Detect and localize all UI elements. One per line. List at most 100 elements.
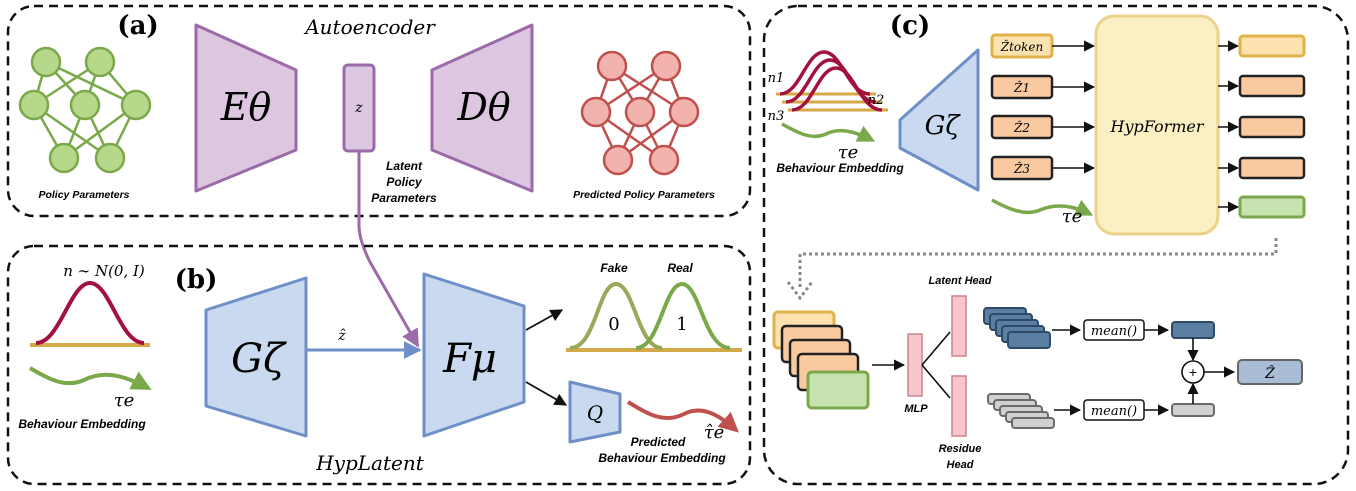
residue-head-label-2: Head — [947, 459, 974, 471]
output-token — [1238, 156, 1306, 180]
residue-head-block — [951, 375, 967, 437]
panel-a-tag: (a) — [117, 11, 158, 41]
discriminator-label: Fμ — [442, 336, 497, 382]
tau-label-c: τe — [838, 142, 859, 163]
generator-block-c — [898, 48, 980, 192]
fake-label: Fake — [600, 261, 628, 275]
panel-b-tag: (b) — [175, 265, 218, 295]
fake-value: 0 — [608, 314, 619, 335]
q-label: Q — [587, 401, 603, 425]
fake-curve — [569, 281, 663, 350]
nn-node — [596, 50, 628, 82]
predicted-caption-1: Predicted — [631, 435, 686, 449]
mean-top-label: mean() — [1091, 324, 1137, 339]
panel-b-border — [6, 244, 752, 486]
output-label: Ẑ — [1264, 364, 1275, 382]
to-fake-real-arrow — [525, 309, 564, 331]
nn-node — [84, 46, 116, 78]
panel-a-title: Autoencoder — [303, 15, 436, 39]
output-box — [1237, 359, 1303, 385]
panel-a-border — [6, 4, 752, 218]
residue-stack — [987, 393, 1055, 429]
mlp-to-latent-head — [921, 331, 951, 366]
nn-node — [580, 96, 612, 128]
real-value: 1 — [676, 314, 687, 335]
panel-b-title: HypLatent — [315, 451, 425, 475]
mlp-label: MLP — [904, 403, 928, 415]
nn-node — [48, 142, 80, 174]
n2-label: n2 — [868, 93, 885, 108]
behaviour-embedding-caption-c: Behaviour Embedding — [776, 161, 904, 175]
discriminator-block — [422, 272, 526, 438]
nn-node — [602, 144, 634, 176]
output-token — [1238, 34, 1306, 58]
latent-head-label: Latent Head — [929, 275, 992, 287]
token-label-1: Ẑ1 — [1013, 80, 1030, 95]
hypformer-label: HypFormer — [1109, 117, 1204, 136]
nn-node — [624, 96, 656, 128]
token-label-2: Ẑ2 — [1013, 120, 1030, 135]
nn-node — [648, 144, 680, 176]
noise-stack-icon — [776, 50, 888, 112]
nn-node — [69, 89, 101, 121]
output-token — [1238, 195, 1306, 219]
mlp-block — [907, 333, 923, 397]
stack-connector — [798, 238, 1278, 290]
generator-block — [204, 276, 308, 438]
noise-curve — [35, 280, 145, 345]
plus-label: + — [1189, 364, 1197, 380]
mean-residue-box — [1171, 403, 1215, 417]
real-label: Real — [667, 261, 693, 275]
hypformer-block — [1094, 14, 1220, 236]
latent-z-label: z — [354, 100, 363, 116]
decoder-label: Dθ — [456, 85, 510, 129]
n3-label: n3 — [768, 109, 785, 124]
behaviour-embedding-caption: Behaviour Embedding — [18, 417, 146, 431]
latent-caption-1: Latent — [386, 159, 423, 173]
encoder-block — [194, 23, 298, 193]
nn-node — [650, 50, 682, 82]
generator-label: Gζ — [231, 336, 287, 382]
policy-parameters-caption: Policy Parameters — [38, 189, 129, 201]
token-label-0: Ẑtoken — [1000, 39, 1044, 54]
tau-label-c2: τe — [1062, 206, 1083, 227]
mean-latent-box — [1171, 321, 1215, 339]
mlp-to-residue-head — [921, 364, 951, 399]
mean-bottom-label: mean() — [1091, 404, 1137, 419]
panel-c-border — [762, 4, 1350, 486]
noise-label: n ∼ N(0, I) — [63, 262, 145, 280]
zhat-label: ẑ — [337, 327, 346, 344]
generator-label-c: Gζ — [925, 111, 962, 141]
predicted-tau-arrow — [626, 400, 739, 433]
panel-c-tag: (c) — [890, 11, 930, 41]
output-token — [1238, 74, 1306, 98]
latent-caption-3: Parameters — [371, 191, 437, 205]
nn-node — [18, 89, 50, 121]
decoder-block — [430, 23, 534, 193]
output-token — [1238, 115, 1306, 139]
nn-node — [94, 142, 126, 174]
to-q-arrow — [525, 381, 568, 406]
latent-stack — [983, 307, 1051, 349]
token-stack — [772, 310, 870, 410]
tau-arrow — [28, 366, 152, 390]
nn-node — [30, 46, 62, 78]
q-block — [568, 380, 622, 444]
latent-head-block — [951, 295, 967, 357]
latent-caption-2: Policy — [386, 175, 423, 189]
predicted-params-caption: Predicted Policy Parameters — [573, 189, 715, 201]
tau-label: τe — [114, 390, 135, 411]
tau-arrow-c — [781, 122, 876, 142]
predicted-caption-2: Behaviour Embedding — [598, 451, 726, 465]
stack-connector-head — [786, 281, 814, 301]
nn-node — [120, 89, 152, 121]
tau-arrow-c2 — [991, 198, 1094, 216]
latent-to-discriminator-arrow — [357, 151, 420, 348]
nn-node — [668, 96, 700, 128]
residue-head-label-1: Residue — [939, 443, 982, 455]
encoder-label: Eθ — [220, 85, 272, 129]
n1-label: n1 — [768, 71, 785, 86]
token-label-3: Ẑ3 — [1013, 161, 1030, 176]
